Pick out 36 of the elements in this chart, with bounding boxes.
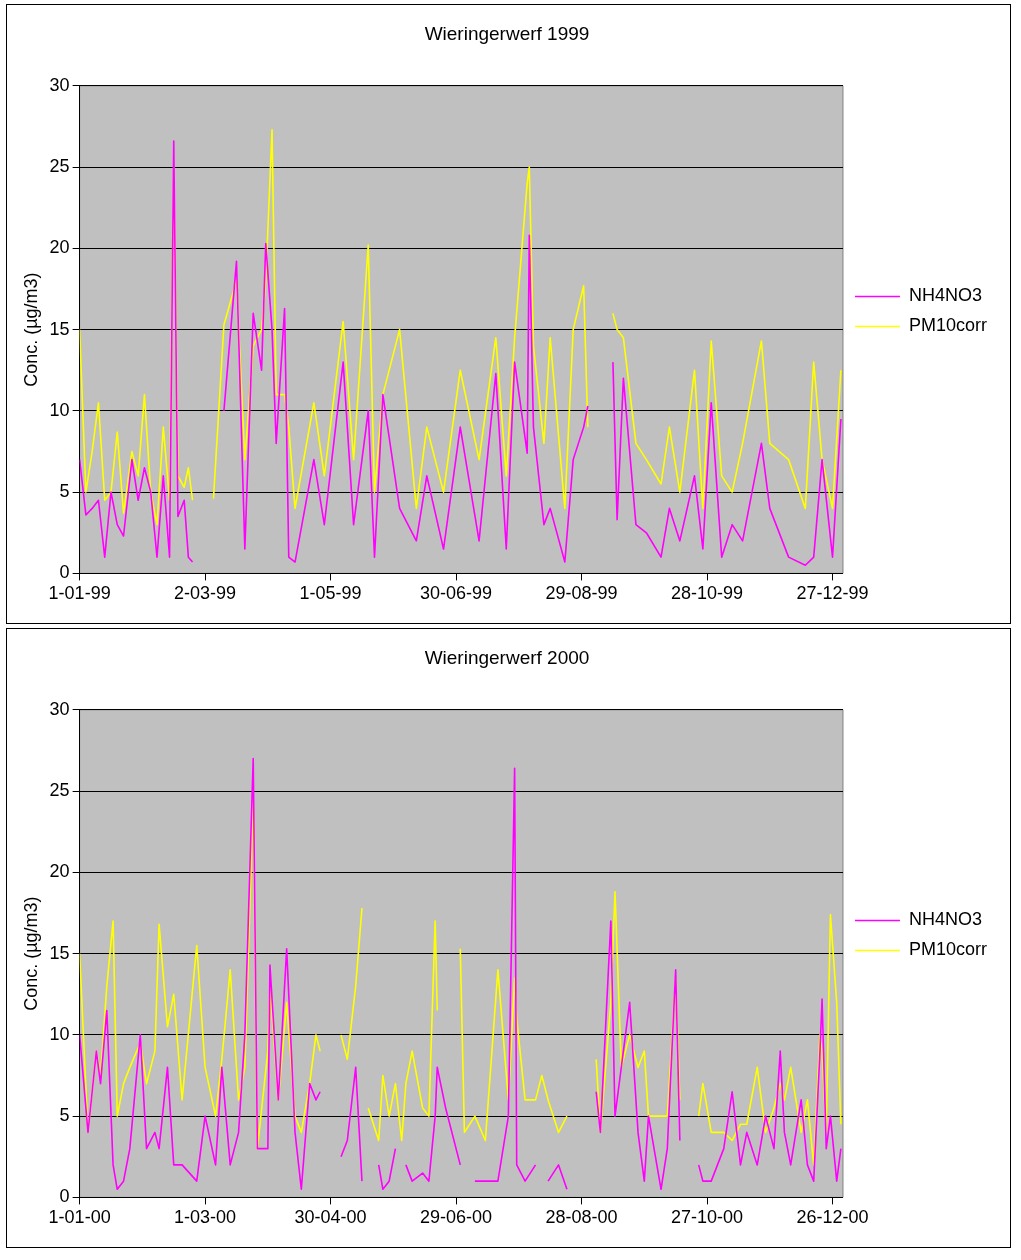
y-tick-label: 20 <box>49 861 70 882</box>
x-tick-label: 26-12-00 <box>796 1207 869 1228</box>
x-tick-label: 30-04-00 <box>294 1207 367 1228</box>
y-tick-label: 0 <box>59 562 70 583</box>
y-tick-label: 5 <box>59 1105 70 1126</box>
y-tick-label: 15 <box>49 942 70 963</box>
legend-label: NH4NO3 <box>908 285 983 306</box>
x-tick-label: 29-08-99 <box>545 583 618 604</box>
chart-title: Wieringerwerf 2000 <box>424 646 590 668</box>
y-tick-label: 30 <box>49 74 70 95</box>
y-tick-label: 0 <box>59 1186 70 1207</box>
x-tick-label: 28-10-99 <box>671 583 744 604</box>
x-tick-label: 1-05-99 <box>299 583 362 604</box>
x-tick-label: 2-03-99 <box>174 583 237 604</box>
y-axis-title: Conc. (µg/m3) <box>20 896 41 1011</box>
chart-title: Wieringerwerf 1999 <box>424 22 590 44</box>
y-axis-title: Conc. (µg/m3) <box>20 272 41 387</box>
x-tick-label: 30-06-99 <box>420 583 493 604</box>
y-tick-label: 25 <box>49 780 70 801</box>
legend-label: PM10corr <box>908 315 988 336</box>
y-tick-label: 15 <box>49 318 70 339</box>
y-tick-label: 10 <box>49 1023 70 1044</box>
y-tick-label: 10 <box>49 399 70 420</box>
y-tick-label: 5 <box>59 481 70 502</box>
y-tick-label: 20 <box>49 237 70 258</box>
x-tick-label: 1-01-00 <box>48 1207 111 1228</box>
legend-label: NH4NO3 <box>908 909 983 930</box>
x-tick-label: 1-01-99 <box>48 583 111 604</box>
y-tick-label: 30 <box>49 698 70 719</box>
x-tick-label: 29-06-00 <box>420 1207 493 1228</box>
legend-label: PM10corr <box>908 939 988 960</box>
x-tick-label: 27-10-00 <box>671 1207 744 1228</box>
x-tick-label: 1-03-00 <box>174 1207 237 1228</box>
x-tick-label: 28-08-00 <box>545 1207 618 1228</box>
y-tick-label: 25 <box>49 156 70 177</box>
x-tick-label: 27-12-99 <box>796 583 869 604</box>
